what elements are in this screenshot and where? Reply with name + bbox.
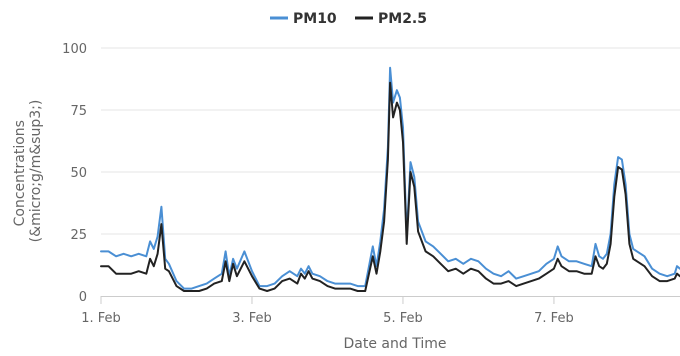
y-axis-title-line2: (&micro;g/m&sup3;): [28, 100, 44, 243]
legend-item-pm25[interactable]: PM2.5: [355, 11, 427, 27]
legend-label-pm25: PM2.5: [378, 11, 427, 27]
y-tick-label: 75: [70, 104, 87, 119]
legend-label-pm10: PM10: [293, 11, 337, 27]
y-axis-ticks: 0 25 50 75 100: [62, 42, 87, 305]
x-axis-ticks: 1. Feb 3. Feb 5. Feb 7. Feb: [81, 296, 574, 326]
legend-item-pm10[interactable]: PM10: [270, 11, 337, 27]
legend[interactable]: PM10 PM2.5: [270, 11, 427, 27]
x-tick-label: 7. Feb: [534, 311, 574, 326]
y-tick-label: 50: [70, 166, 87, 181]
y-tick-label: 0: [79, 290, 87, 305]
x-axis-title: Date and Time: [344, 336, 447, 352]
plot-area: [100, 66, 680, 292]
x-tick-label: 5. Feb: [383, 311, 423, 326]
series-line-pm25[interactable]: [100, 81, 680, 292]
x-tick-label: 1. Feb: [81, 311, 121, 326]
y-tick-label: 100: [62, 42, 87, 57]
x-tick-label: 3. Feb: [232, 311, 272, 326]
y-tick-label: 25: [70, 228, 87, 243]
series-line-pm10[interactable]: [100, 66, 680, 290]
y-axis-title: Concentrations (&micro;g/m&sup3;): [12, 100, 44, 243]
grid-lines: [101, 47, 680, 235]
y-axis-title-line1: Concentrations: [12, 120, 28, 226]
